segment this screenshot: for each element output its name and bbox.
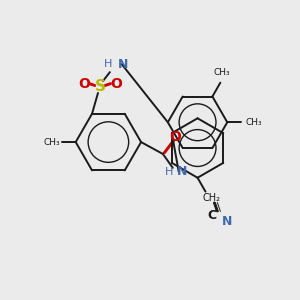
Text: CH₃: CH₃	[43, 138, 60, 147]
Text: O: O	[78, 77, 90, 91]
Text: N: N	[118, 58, 128, 71]
Text: CH₂: CH₂	[202, 193, 220, 202]
Text: CH₃: CH₃	[245, 118, 262, 127]
Text: S: S	[94, 79, 106, 94]
Text: O: O	[169, 130, 181, 144]
Text: CH₃: CH₃	[213, 68, 230, 77]
Text: C: C	[207, 209, 216, 222]
Text: O: O	[110, 77, 122, 91]
Text: N: N	[222, 215, 233, 228]
Text: N: N	[177, 165, 187, 178]
Text: H: H	[103, 59, 112, 69]
Text: H: H	[164, 167, 173, 177]
